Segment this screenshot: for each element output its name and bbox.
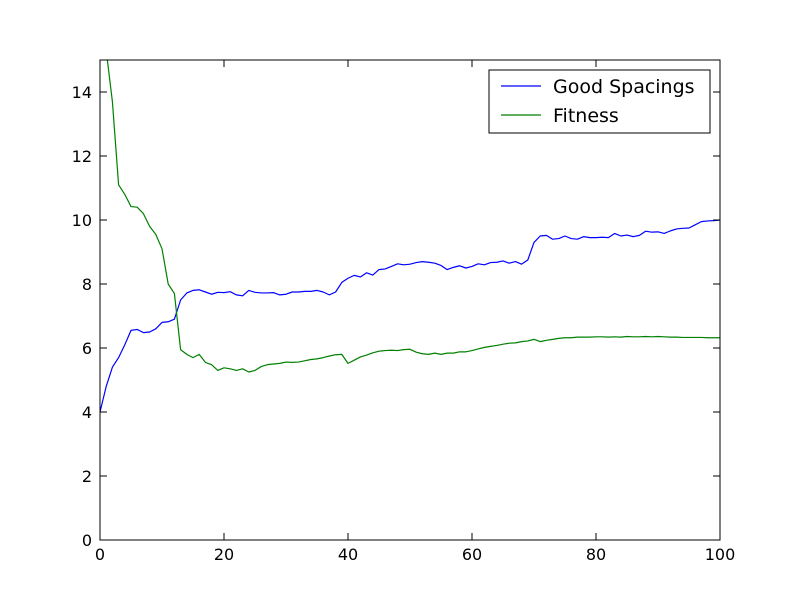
- y-tick-label: 4: [82, 403, 92, 422]
- x-tick-label: 0: [95, 545, 105, 564]
- plot-background: [100, 60, 720, 540]
- x-tick-label: 20: [214, 545, 234, 564]
- legend-box: [488, 69, 711, 134]
- y-tick-label: 2: [82, 467, 92, 486]
- x-tick-label: 80: [586, 545, 606, 564]
- series-line-good-spacings: [100, 219, 720, 413]
- x-tick-label: 100: [705, 545, 736, 564]
- legend-label-good-spacings: Good Spacings: [553, 76, 695, 98]
- y-tick-label: 0: [82, 531, 92, 550]
- legend-label-fitness: Fitness: [553, 105, 619, 127]
- y-tick-label: 8: [82, 275, 92, 294]
- y-tick-label: 12: [72, 147, 92, 166]
- y-tick-label: 14: [72, 83, 92, 102]
- ticks-layer: 0 20 40 60 80 100 0 2 4 6 8 10 12 14: [72, 60, 736, 564]
- series-line-fitness: [106, 60, 720, 373]
- legend: Good Spacings Fitness: [488, 69, 711, 134]
- series-layer: [100, 60, 720, 413]
- plot-frame: [99, 59, 721, 541]
- x-tick-label: 60: [462, 545, 482, 564]
- y-tick-label: 6: [82, 339, 92, 358]
- x-tick-label: 40: [338, 545, 358, 564]
- y-tick-label: 10: [72, 211, 92, 230]
